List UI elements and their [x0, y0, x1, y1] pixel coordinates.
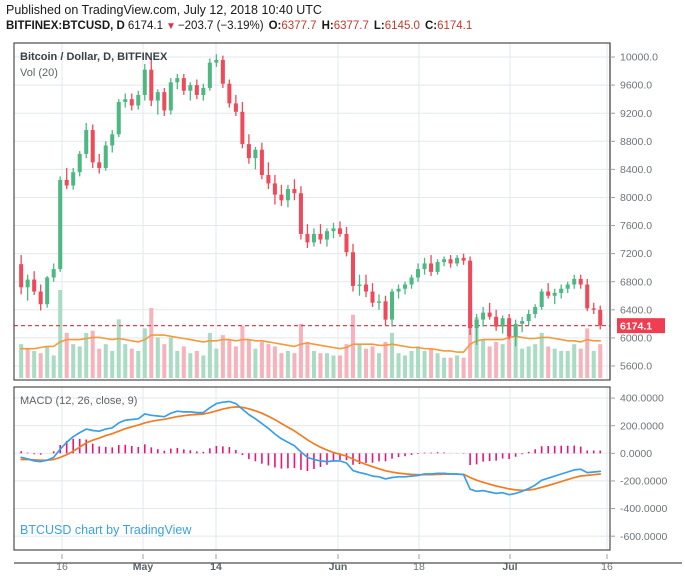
svg-text:Jun: Jun: [329, 561, 348, 573]
svg-text:5600.0: 5600.0: [620, 361, 652, 373]
high-label: H:: [321, 20, 334, 32]
svg-text:16: 16: [56, 561, 68, 573]
quote-line: BITFINEX:BTCUSD, D 6174.1 ▼ −203.7 (−3.19%)…: [6, 18, 681, 35]
svg-text:-200.0000: -200.0000: [620, 476, 667, 488]
macd-histogram: [20, 438, 602, 471]
svg-text:9600.0: 9600.0: [620, 80, 652, 92]
chart-frame: [13, 42, 682, 564]
candlestick-series: [19, 54, 603, 347]
svg-text:8000.0: 8000.0: [620, 192, 652, 204]
volume-legend: Vol (20): [20, 67, 58, 79]
close-value: 6174.1: [437, 20, 473, 32]
date-axis-labels: 16 May 14 Jun 18 Jul 16: [56, 554, 613, 573]
macd-lines: [20, 400, 602, 496]
price-badge[interactable]: 6174.1: [617, 318, 665, 334]
svg-text:9200.0: 9200.0: [620, 108, 652, 120]
volume-bars: [19, 290, 603, 378]
low-value: 6145.0: [384, 20, 420, 32]
open-label: O:: [268, 20, 282, 32]
published-line: Published on TradingView.com, July 12, 2…: [6, 3, 322, 17]
chart-background: [0, 38, 685, 580]
svg-text:18: 18: [413, 561, 425, 573]
chart-area[interactable]: 10000.0 9600.0 9200.0 8800.0 8400.0 8000.0 760…: [0, 38, 685, 580]
svg-text:7600.0: 7600.0: [620, 220, 652, 232]
svg-text:7200.0: 7200.0: [620, 248, 652, 260]
price-pane-title: Bitcoin / Dollar, D, BITFINEX: [20, 51, 168, 63]
macd-legend: MACD (12, 26, close, 9): [20, 395, 137, 407]
svg-text:10000.0: 10000.0: [620, 52, 658, 64]
svg-text:8800.0: 8800.0: [620, 136, 652, 148]
chart-header: Published on TradingView.com, July 12, 2…: [6, 2, 681, 35]
down-triangle-icon: ▼: [166, 21, 176, 32]
svg-text:14: 14: [210, 561, 222, 573]
last-price: 6174.1: [127, 20, 164, 32]
svg-text:200.0000: 200.0000: [620, 420, 664, 432]
open-value: 6377.7: [281, 20, 317, 32]
svg-text:-400.0000: -400.0000: [620, 503, 667, 515]
svg-text:16: 16: [601, 561, 613, 573]
svg-text:0.0000: 0.0000: [620, 448, 652, 460]
macd-axis-labels: 400.0000 200.0000 0.0000 -200.0000 -400.0000…: [610, 393, 667, 543]
svg-text:6400.0: 6400.0: [620, 304, 652, 316]
svg-text:8400.0: 8400.0: [620, 164, 652, 176]
close-label: C:: [424, 20, 438, 32]
svg-text:-600.0000: -600.0000: [620, 531, 667, 543]
svg-text:Jul: Jul: [502, 561, 517, 573]
svg-text:400.0000: 400.0000: [620, 393, 664, 405]
high-value: 6377.7: [333, 20, 369, 32]
volume-ma-line: [20, 334, 602, 353]
low-label: L:: [373, 20, 385, 32]
watermark-label: BTCUSD chart by TradingView: [20, 523, 192, 537]
svg-text:6800.0: 6800.0: [620, 276, 652, 288]
svg-text:6000.0: 6000.0: [620, 332, 652, 344]
svg-text:6174.1: 6174.1: [620, 321, 652, 333]
svg-text:May: May: [133, 561, 154, 573]
symbol-label: BITFINEX:BTCUSD, D: [6, 20, 125, 32]
change-value: −203.7 (−3.19%): [177, 20, 264, 32]
chart-svg[interactable]: 10000.0 9600.0 9200.0 8800.0 8400.0 8000.0 760…: [0, 38, 685, 580]
price-axis-labels: 10000.0 9600.0 9200.0 8800.0 8400.0 8000.0 760…: [610, 52, 658, 373]
